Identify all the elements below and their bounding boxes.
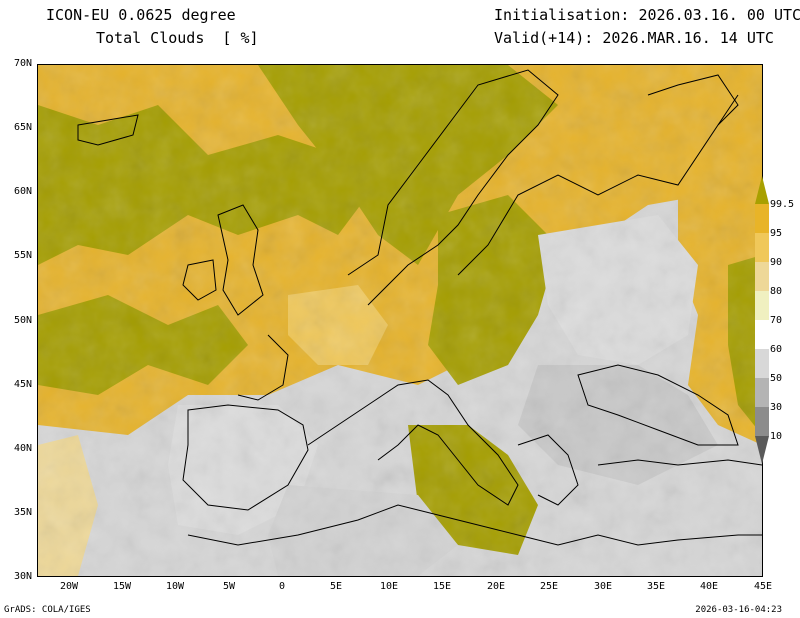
lon-label: 40E	[699, 581, 719, 592]
colorbar-label: 99.5	[770, 199, 795, 210]
colorbar-label: 10	[770, 431, 783, 442]
colorbar-cells	[755, 204, 769, 437]
coastlines	[77, 69, 763, 546]
lat-label: 70N	[13, 58, 32, 69]
colorbar-label: 70	[770, 315, 783, 326]
lon-label: 10W	[165, 581, 185, 592]
valid-time: Valid(+14): 2026.MAR.16. 14 UTC	[494, 29, 774, 47]
lat-label: 45N	[13, 379, 32, 390]
cloud-map	[37, 64, 763, 577]
colorbar-cell	[755, 349, 769, 379]
lon-label: 0	[278, 581, 286, 592]
model-title: ICON-EU 0.0625 degree	[46, 6, 236, 24]
colorbar-label: 50	[770, 373, 783, 384]
lat-label: 55N	[13, 250, 32, 261]
lat-label: 35N	[13, 507, 32, 518]
lon-label: 30E	[593, 581, 613, 592]
footer-software: GrADS: COLA/IGES	[4, 605, 91, 615]
lon-label: 15E	[432, 581, 452, 592]
texture-overlay	[38, 65, 762, 576]
lon-label: 25E	[539, 581, 559, 592]
lon-label: 10E	[379, 581, 399, 592]
colorbar-label: 80	[770, 286, 783, 297]
colorbar-cell	[755, 407, 769, 437]
lat-label: 50N	[13, 315, 32, 326]
lon-label: 5E	[329, 581, 343, 592]
footer-timestamp: 2026-03-16-04:23	[695, 605, 782, 615]
colorbar-cell	[755, 378, 769, 408]
colorbar-label: 30	[770, 402, 783, 413]
lon-label: 20E	[486, 581, 506, 592]
colorbar-top-arrow	[755, 176, 769, 204]
colorbar-label: 90	[770, 257, 783, 268]
field-title: Total Clouds [ %]	[96, 29, 259, 47]
lat-label: 40N	[13, 443, 32, 454]
colorbar-label: 95	[770, 228, 783, 239]
cloud-map-svg	[38, 65, 763, 576]
colorbar-label: 60	[770, 344, 783, 355]
lat-label: 65N	[13, 122, 32, 133]
lat-label: 30N	[13, 571, 32, 582]
lat-label: 60N	[13, 186, 32, 197]
lon-label: 20W	[59, 581, 79, 592]
colorbar-cell	[755, 204, 769, 234]
initialisation-time: Initialisation: 2026.03.16. 00 UTC	[494, 6, 800, 24]
lon-label: 45E	[753, 581, 773, 592]
lon-label: 5W	[222, 581, 236, 592]
colorbar-cell	[755, 262, 769, 292]
colorbar-cell	[755, 320, 769, 350]
lon-label: 35E	[646, 581, 666, 592]
lon-label: 15W	[112, 581, 132, 592]
colorbar-bottom-arrow	[755, 436, 769, 464]
colorbar	[755, 176, 769, 464]
colorbar-cell	[755, 291, 769, 321]
colorbar-cell	[755, 233, 769, 263]
